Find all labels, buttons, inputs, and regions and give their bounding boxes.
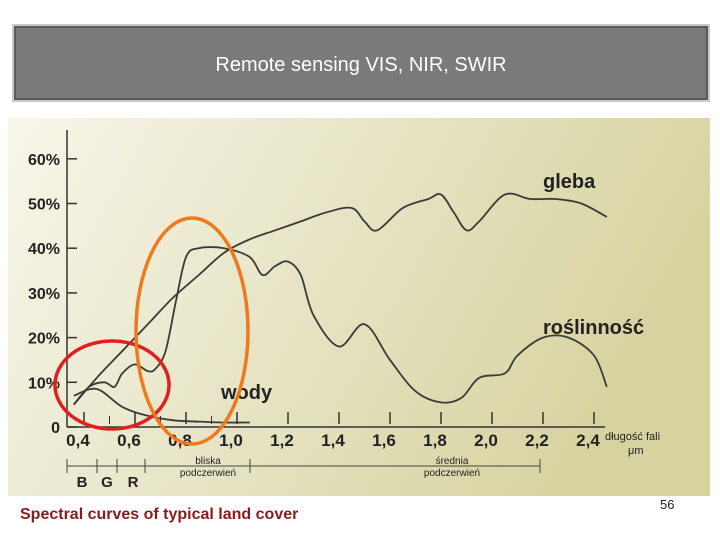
y-tick-label: 40% bbox=[28, 241, 60, 258]
x-tick-label: 0,4 bbox=[66, 431, 90, 450]
label-wody: wody bbox=[220, 382, 273, 404]
x-axis-unit: μm bbox=[628, 445, 644, 457]
page-number: 56 bbox=[660, 497, 675, 512]
curve-roslinnosc bbox=[73, 246, 608, 406]
y-tick-label: 10% bbox=[28, 375, 60, 392]
x-tick-label: 2,4 bbox=[576, 431, 600, 450]
region-label: podczerwień bbox=[180, 468, 236, 479]
chart-annotations bbox=[53, 216, 250, 446]
x-axis-label: długość fali bbox=[605, 431, 660, 443]
chart-panel bbox=[8, 118, 710, 496]
x-tick-label: 0,6 bbox=[117, 431, 141, 450]
chart-labels: 010%20%30%40%50%60%0,4 0,6 0,8 1,0 1,2 1,4 1,6… bbox=[28, 152, 660, 491]
x-tick-label: 2,2 bbox=[525, 431, 549, 450]
label-roslinnosc: roślinność bbox=[543, 317, 644, 339]
y-tick-label: 30% bbox=[28, 286, 60, 303]
region-label: średnia bbox=[436, 456, 469, 467]
x-tick-label: 1,0 bbox=[219, 431, 243, 450]
x-tick-label: 1,4 bbox=[321, 431, 345, 450]
x-tick-label: 1,8 bbox=[423, 431, 447, 450]
band-label: B bbox=[77, 474, 88, 491]
chart-curves bbox=[73, 192, 608, 424]
x-tick-label: 1,6 bbox=[372, 431, 396, 450]
curve-gleba bbox=[73, 192, 608, 406]
region-label: podczerwień bbox=[424, 468, 480, 479]
region-label: bliska bbox=[195, 456, 221, 467]
y-tick-label: 20% bbox=[28, 331, 60, 348]
band-label: G bbox=[101, 474, 113, 491]
chart-axes bbox=[66, 130, 605, 473]
x-tick-label: 2,0 bbox=[474, 431, 498, 450]
y-tick-label: 50% bbox=[28, 197, 60, 214]
curve-wody bbox=[73, 387, 250, 424]
x-tick-label: 1,2 bbox=[270, 431, 294, 450]
orange-ellipse-annotation bbox=[134, 216, 250, 446]
label-gleba: gleba bbox=[543, 171, 596, 193]
y-tick-label: 60% bbox=[28, 152, 60, 169]
band-label: R bbox=[128, 474, 139, 491]
y-tick-label: 0 bbox=[51, 420, 60, 437]
slide-title: Remote sensing VIS, NIR, SWIR bbox=[215, 54, 507, 76]
slide-title-bar: Remote sensing VIS, NIR, SWIR bbox=[12, 24, 710, 102]
slide-caption: Spectral curves of typical land cover bbox=[20, 506, 299, 523]
red-ellipse-annotation bbox=[53, 339, 171, 431]
